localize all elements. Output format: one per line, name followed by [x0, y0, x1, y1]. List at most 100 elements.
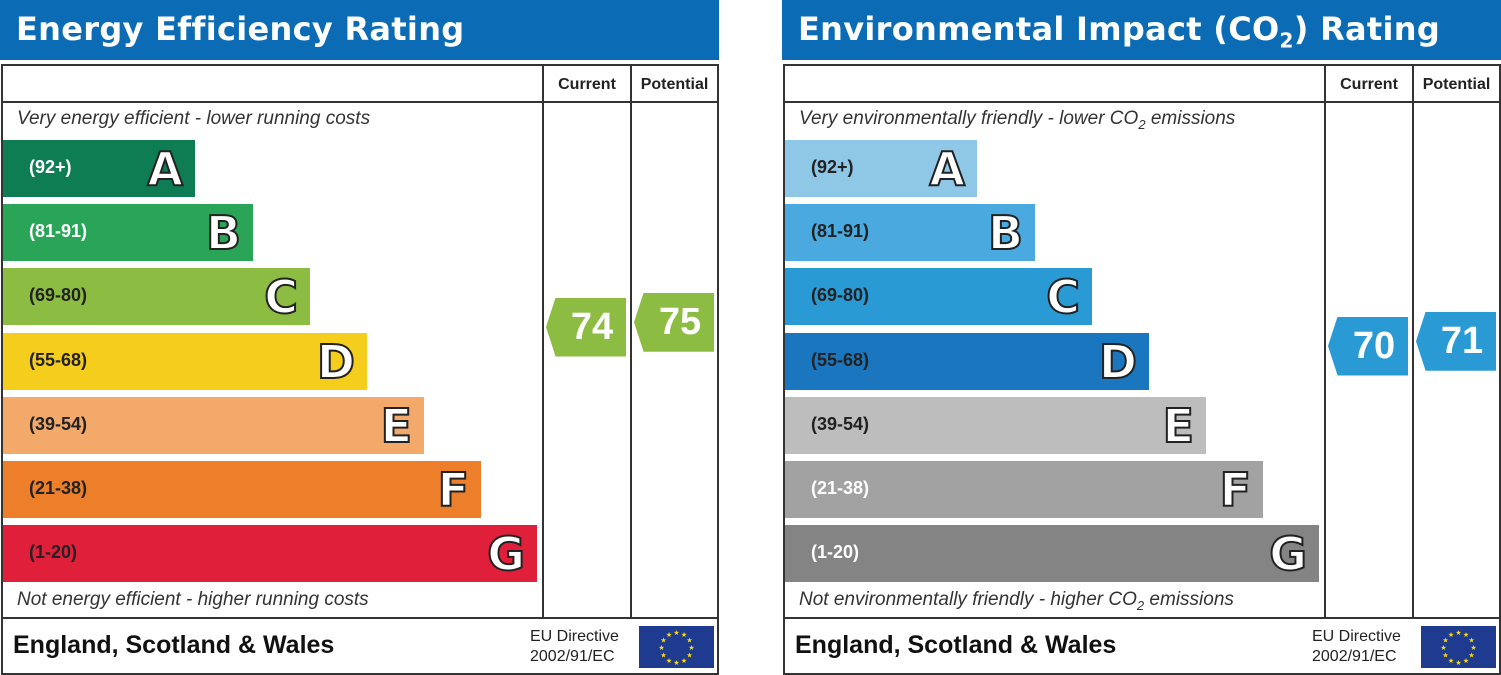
band-range: (69-80) [811, 285, 870, 305]
band-range: (81-91) [811, 221, 870, 241]
band-letter: D [1098, 334, 1138, 390]
top-note: Very energy efficient - lower running co… [17, 108, 371, 129]
chart-title: Energy Efficiency Rating [16, 10, 465, 48]
eu-directive-text: EU Directive 2002/91/EC [1312, 627, 1401, 667]
band-range: (69-80) [29, 285, 88, 305]
rating-bar-b: (81-91) B [785, 204, 1035, 261]
rating-bar-b: (81-91) B [3, 204, 253, 261]
band-range: (55-68) [811, 350, 870, 370]
rating-bar-g: (1-20) G [3, 525, 537, 582]
band-letter: E [380, 398, 413, 454]
eu-star: ★ [1448, 657, 1454, 665]
potential-column-header: Potential [640, 76, 709, 93]
band-letter: G [486, 526, 526, 582]
title-bar: Environmental Impact (CO2) Rating [782, 0, 1501, 60]
eu-star: ★ [1470, 644, 1476, 652]
band-range: (92+) [811, 157, 854, 177]
chart-title: Environmental Impact (CO2) Rating [798, 10, 1441, 53]
potential-column-header: Potential [1422, 76, 1491, 93]
current-rating-value: 70 [1352, 324, 1396, 367]
band-range: (39-54) [811, 414, 870, 434]
band-range: (92+) [29, 157, 72, 177]
eu-star: ★ [1468, 637, 1474, 645]
current-rating-value: 74 [570, 305, 614, 348]
band-range: (39-54) [29, 414, 88, 434]
eu-star: ★ [1463, 631, 1469, 639]
header-divider [785, 101, 1499, 103]
bottom-note: Not environmentally friendly - higher CO… [799, 589, 1234, 613]
column-divider [630, 66, 632, 617]
eu-star: ★ [681, 631, 687, 639]
column-divider [1324, 66, 1326, 617]
column-divider [542, 66, 544, 617]
band-letter: A [928, 141, 966, 197]
eu-star: ★ [688, 644, 694, 652]
band-range: (81-91) [29, 221, 88, 241]
rating-frame: Current Potential Very environmentally fri… [783, 64, 1501, 675]
column-divider [1412, 66, 1414, 617]
title-bar: Energy Efficiency Rating [0, 0, 719, 60]
eu-star: ★ [1442, 652, 1448, 660]
band-range: (1-20) [811, 542, 860, 562]
rating-bar-g: (1-20) G [785, 525, 1319, 582]
eu-star: ★ [673, 659, 679, 667]
eu-star: ★ [1463, 657, 1469, 665]
band-letter: A [146, 141, 184, 197]
band-letter: F [1219, 462, 1252, 518]
band-letter: E [1162, 398, 1195, 454]
rating-bar-d: (55-68) D [3, 333, 367, 390]
country-label: England, Scotland & Wales [13, 631, 335, 659]
eu-star: ★ [686, 637, 692, 645]
country-label: England, Scotland & Wales [795, 631, 1117, 659]
eu-star: ★ [666, 631, 672, 639]
rating-bar-a: (92+) A [3, 140, 195, 197]
band-letter: F [437, 462, 470, 518]
header-divider [3, 101, 717, 103]
energy-efficiency-panel: Energy Efficiency Rating Current Potential… [0, 0, 719, 675]
rating-frame: Current Potential Very energy efficient - … [1, 64, 719, 675]
footer-divider [3, 617, 717, 619]
band-range: (21-38) [29, 478, 88, 498]
top-note: Very environmentally friendly - lower CO… [799, 108, 1236, 132]
eu-directive-text: EU Directive 2002/91/EC [530, 627, 619, 667]
rating-bar-f: (21-38) F [3, 461, 481, 518]
current-rating-arrow: 74 [546, 297, 626, 357]
band-letter: G [1268, 526, 1308, 582]
eu-star: ★ [686, 652, 692, 660]
eu-star: ★ [673, 629, 679, 637]
band-letter: D [316, 334, 356, 390]
band-letter: B [205, 205, 242, 261]
eu-star: ★ [1455, 659, 1461, 667]
eu-directive-line2: 2002/91/EC [530, 648, 615, 665]
rating-bar-d: (55-68) D [785, 333, 1149, 390]
potential-rating-value: 75 [658, 300, 702, 343]
band-range: (55-68) [29, 350, 88, 370]
rating-bar-a: (92+) A [785, 140, 977, 197]
band-range: (21-38) [811, 478, 870, 498]
rating-bar-e: (39-54) E [785, 397, 1206, 454]
rating-bar-e: (39-54) E [3, 397, 424, 454]
eu-star: ★ [1440, 644, 1446, 652]
eu-directive-line2: 2002/91/EC [1312, 648, 1397, 665]
potential-rating-value: 71 [1440, 319, 1484, 362]
band-range: (1-20) [29, 542, 78, 562]
eu-star: ★ [666, 657, 672, 665]
eu-star: ★ [1468, 652, 1474, 660]
eu-star: ★ [660, 652, 666, 660]
eu-directive-line1: EU Directive [1312, 628, 1401, 645]
rating-bar-c: (69-80) C [3, 268, 310, 325]
current-rating-arrow: 70 [1328, 316, 1408, 376]
eu-flag-icon: ★ ★ ★ ★ ★ ★ ★ ★ ★ ★ ★ ★ [639, 626, 714, 668]
eu-star: ★ [681, 657, 687, 665]
rating-bar-c: (69-80) C [785, 268, 1092, 325]
eu-star: ★ [1448, 631, 1454, 639]
current-column-header: Current [1340, 76, 1398, 93]
band-letter: C [1045, 269, 1081, 325]
eu-star: ★ [1455, 629, 1461, 637]
footer-divider [785, 617, 1499, 619]
eu-star: ★ [658, 644, 664, 652]
bottom-note: Not energy efficient - higher running co… [17, 589, 369, 610]
eu-star: ★ [660, 637, 666, 645]
rating-bar-f: (21-38) F [785, 461, 1263, 518]
